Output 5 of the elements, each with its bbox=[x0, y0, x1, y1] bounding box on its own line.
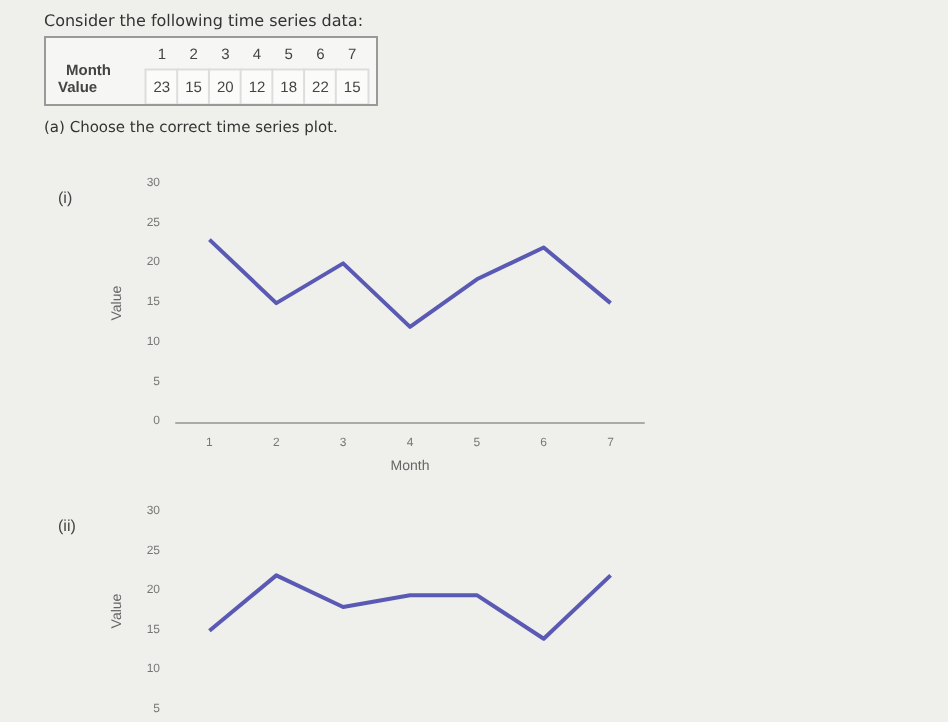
line-series bbox=[207, 573, 613, 641]
chart-title: Consider the following time series data: bbox=[44, 12, 366, 30]
chart-title: (ii) bbox=[58, 517, 77, 535]
chart-title: (i) bbox=[58, 189, 73, 207]
line-series bbox=[207, 237, 613, 329]
